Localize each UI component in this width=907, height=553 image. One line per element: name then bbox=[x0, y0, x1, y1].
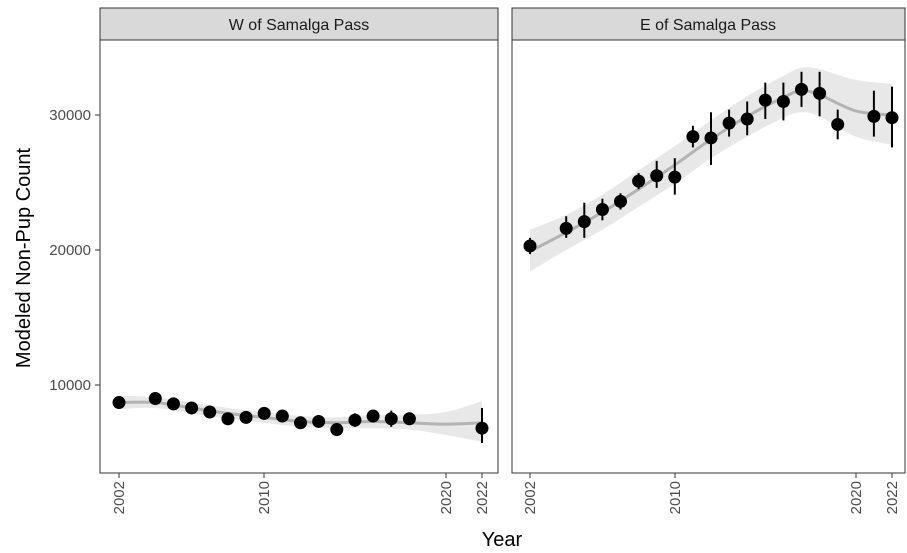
data-point bbox=[668, 170, 682, 184]
data-point bbox=[776, 95, 790, 108]
data-point bbox=[650, 169, 664, 183]
plot-area-east bbox=[523, 67, 899, 272]
y-tick-label: 30000 bbox=[49, 107, 91, 124]
confidence-ribbon bbox=[530, 67, 892, 272]
y-axis-title: Modeled Non-Pup Count bbox=[13, 147, 35, 368]
data-point bbox=[257, 406, 271, 420]
data-point bbox=[614, 194, 627, 208]
x-tick-label: 2020 bbox=[848, 481, 865, 514]
x-axis-east: 2002 2010 2020 2022 bbox=[522, 473, 901, 514]
strip-title-east: E of Samalga Pass bbox=[640, 17, 776, 34]
data-point bbox=[366, 409, 380, 423]
data-point bbox=[867, 109, 881, 123]
strip-title-west: W of Samalga Pass bbox=[229, 17, 370, 34]
strip-east bbox=[511, 7, 906, 41]
data-point bbox=[221, 412, 235, 426]
x-axis-title: Year bbox=[482, 529, 523, 551]
y-tick-label: 20000 bbox=[49, 242, 91, 259]
data-point bbox=[203, 405, 217, 419]
data-point bbox=[148, 392, 162, 405]
x-tick-label: 2022 bbox=[884, 481, 901, 514]
data-point bbox=[475, 421, 489, 435]
data-point bbox=[312, 414, 326, 428]
data-point bbox=[722, 116, 736, 130]
data-point bbox=[632, 174, 646, 188]
x-axis-west: 2002 2010 2020 2022 bbox=[111, 473, 491, 514]
panel-west: W of Samalga Pass bbox=[99, 7, 499, 474]
data-point bbox=[704, 131, 718, 145]
y-axis: 30000 20000 10000 bbox=[49, 107, 100, 394]
data-point bbox=[740, 112, 754, 126]
data-point bbox=[166, 397, 180, 411]
panel-border-east bbox=[511, 39, 906, 474]
panel-border-west bbox=[99, 39, 499, 474]
data-point bbox=[294, 416, 307, 430]
strip-west bbox=[99, 7, 499, 41]
data-point bbox=[686, 130, 700, 144]
data-point bbox=[813, 86, 827, 100]
data-point bbox=[758, 93, 772, 107]
data-point bbox=[795, 82, 808, 96]
data-point bbox=[348, 413, 362, 427]
data-point bbox=[185, 401, 199, 415]
plot-area-west bbox=[112, 392, 489, 444]
data-point bbox=[112, 396, 126, 410]
data-point bbox=[384, 412, 398, 426]
data-point bbox=[577, 215, 591, 229]
data-point bbox=[831, 117, 845, 131]
y-tick-label: 10000 bbox=[49, 377, 91, 394]
x-tick-label: 2020 bbox=[438, 481, 455, 514]
data-point bbox=[239, 410, 253, 424]
data-point bbox=[402, 412, 416, 426]
data-point bbox=[885, 111, 899, 125]
x-tick-label: 2022 bbox=[474, 481, 491, 514]
data-point bbox=[559, 221, 573, 235]
x-tick-label: 2010 bbox=[256, 481, 273, 514]
x-tick-label: 2002 bbox=[111, 481, 128, 514]
data-point bbox=[330, 423, 344, 437]
data-point bbox=[595, 203, 609, 216]
x-tick-label: 2010 bbox=[667, 481, 684, 514]
data-point bbox=[523, 239, 537, 253]
x-tick-label: 2002 bbox=[522, 481, 539, 514]
data-point bbox=[275, 409, 289, 423]
panel-east: E of Samalga Pass bbox=[511, 7, 906, 474]
